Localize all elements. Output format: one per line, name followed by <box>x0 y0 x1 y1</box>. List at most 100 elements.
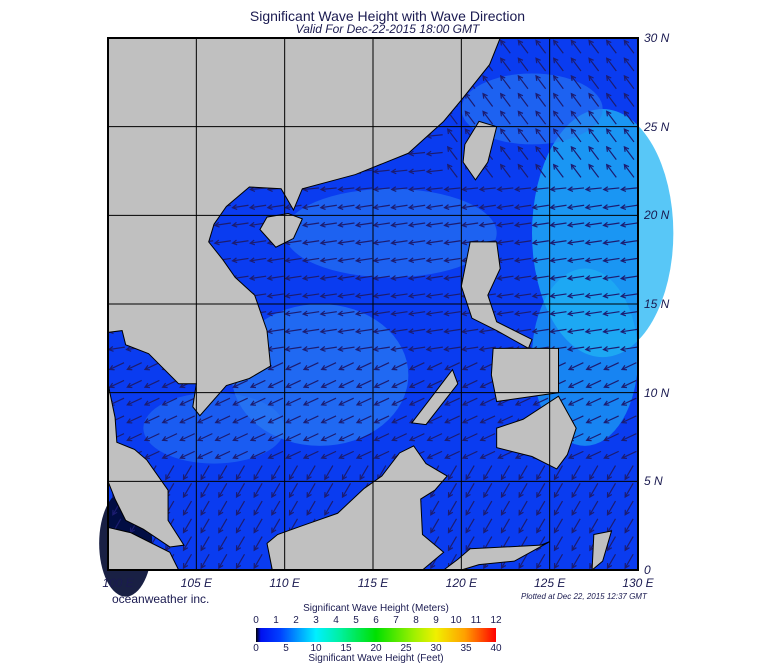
wave-direction-arrow <box>443 239 461 246</box>
land-malay-peninsula <box>107 383 185 548</box>
colorbar-tick: 30 <box>430 643 442 654</box>
wave-direction-arrow <box>531 328 549 335</box>
wave-direction-arrow <box>567 186 585 193</box>
wave-direction-arrow <box>602 239 620 246</box>
wave-direction-arrow <box>623 145 635 161</box>
wave-direction-arrow <box>589 500 599 516</box>
wave-direction-arrow <box>284 328 302 335</box>
wave-direction-arrow <box>320 397 337 406</box>
wave-direction-arrow <box>373 433 390 442</box>
wave-direction-arrow <box>253 500 263 516</box>
wave-direction-arrow <box>460 328 479 335</box>
wave-direction-arrow <box>390 275 408 281</box>
wave-direction-arrow <box>535 57 547 72</box>
lon-label: 105 E <box>180 576 212 590</box>
wave-direction-arrow <box>549 186 567 193</box>
wave-direction-arrow <box>518 518 528 534</box>
wave-direction-arrow <box>553 518 564 534</box>
wave-direction-arrow <box>284 292 302 299</box>
wave-direction-arrow <box>566 257 585 264</box>
wave-direction-arrow <box>624 465 634 481</box>
wave-direction-arrow <box>301 221 320 228</box>
wave-direction-arrow <box>390 186 408 193</box>
wave-direction-arrow <box>496 186 514 193</box>
wave-direction-arrow <box>499 145 511 161</box>
wave-direction-arrow <box>606 500 617 516</box>
wave-direction-arrow <box>196 433 213 442</box>
wave-direction-arrow <box>338 379 354 389</box>
wave-direction-arrow <box>585 362 602 371</box>
colorbar-tick: 40 <box>490 643 502 654</box>
wave-direction-arrow <box>570 57 582 72</box>
wave-direction-arrow <box>232 433 248 442</box>
wave-direction-arrow <box>338 415 354 424</box>
wave-direction-arrow <box>478 204 496 210</box>
wave-direction-arrow <box>425 310 443 317</box>
wave-direction-arrow <box>446 163 458 178</box>
wave-direction-arrow <box>218 465 228 481</box>
colorbar-tick: 12 <box>490 615 502 626</box>
wave-direction-arrow <box>603 397 619 406</box>
land-mainland-asia <box>107 37 501 417</box>
wave-direction-arrow <box>584 239 602 246</box>
wave-direction-arrow <box>248 239 267 246</box>
wave-direction-arrow <box>605 92 617 107</box>
wave-direction-arrow <box>425 292 443 299</box>
wave-direction-arrow <box>553 500 564 516</box>
wave-direction-arrow <box>267 433 284 442</box>
wave-direction-arrow <box>306 500 316 516</box>
wave-direction-arrow <box>179 433 195 442</box>
wave-direction-arrow <box>446 128 458 143</box>
wave-direction-arrow <box>126 415 142 424</box>
wave-direction-arrow <box>483 465 493 481</box>
wave-direction-arrow <box>517 74 529 90</box>
lat-label: 30 N <box>644 31 670 45</box>
wave-direction-arrow <box>479 415 496 424</box>
wave-direction-arrow <box>143 397 160 406</box>
wave-direction-arrow <box>341 483 352 499</box>
wave-direction-arrow <box>179 450 195 460</box>
wave-direction-arrow <box>623 74 635 90</box>
colorbar-tick: 9 <box>433 615 439 626</box>
wave-direction-arrow <box>585 450 602 460</box>
wave-direction-arrow <box>426 450 443 460</box>
wave-direction-arrow <box>182 518 193 534</box>
wave-direction-arrow <box>619 257 638 264</box>
wave-direction-arrow <box>478 328 496 335</box>
wave-direction-arrow <box>196 415 213 424</box>
wave-direction-arrow <box>372 186 390 193</box>
wave-direction-arrow <box>619 239 638 246</box>
wave-direction-arrow <box>566 292 585 299</box>
wave-direction-arrow <box>443 257 461 264</box>
wave-direction-arrow <box>407 204 426 210</box>
wave-direction-arrow <box>567 379 584 389</box>
colorbar-tick: 15 <box>340 643 352 654</box>
colorbar-feet-title: Significant Wave Height (Feet) <box>308 653 444 664</box>
wave-direction-arrow <box>235 483 246 499</box>
lon-label: 115 E <box>357 576 389 590</box>
wave-direction-arrow <box>620 415 637 424</box>
wave-direction-arrow <box>571 465 581 481</box>
wave-direction-arrow <box>143 362 160 371</box>
wave-direction-arrow <box>267 450 284 460</box>
wave-direction-arrow <box>408 168 426 175</box>
wave-direction-arrow <box>408 433 425 442</box>
wave-direction-arrow <box>319 275 337 281</box>
wave-direction-arrow <box>271 518 281 534</box>
wave-direction-arrow <box>373 362 390 371</box>
wave-direction-arrow <box>482 92 494 107</box>
wave-direction-arrow <box>320 450 337 460</box>
wave-direction-arrow <box>584 186 602 193</box>
wave-direction-arrow <box>182 536 193 552</box>
wave-direction-arrow <box>337 204 355 210</box>
wave-direction-arrow <box>324 465 334 481</box>
wave-direction-arrow <box>619 292 638 299</box>
wave-direction-arrow <box>517 39 529 54</box>
wave-direction-arrow <box>588 110 600 125</box>
wave-direction-arrow <box>425 186 443 193</box>
wave-direction-arrow <box>624 553 634 570</box>
wave-direction-arrow <box>497 450 513 460</box>
wave-direction-arrow <box>443 346 461 352</box>
wave-direction-arrow <box>443 328 461 335</box>
wave-direction-arrow <box>391 362 407 371</box>
